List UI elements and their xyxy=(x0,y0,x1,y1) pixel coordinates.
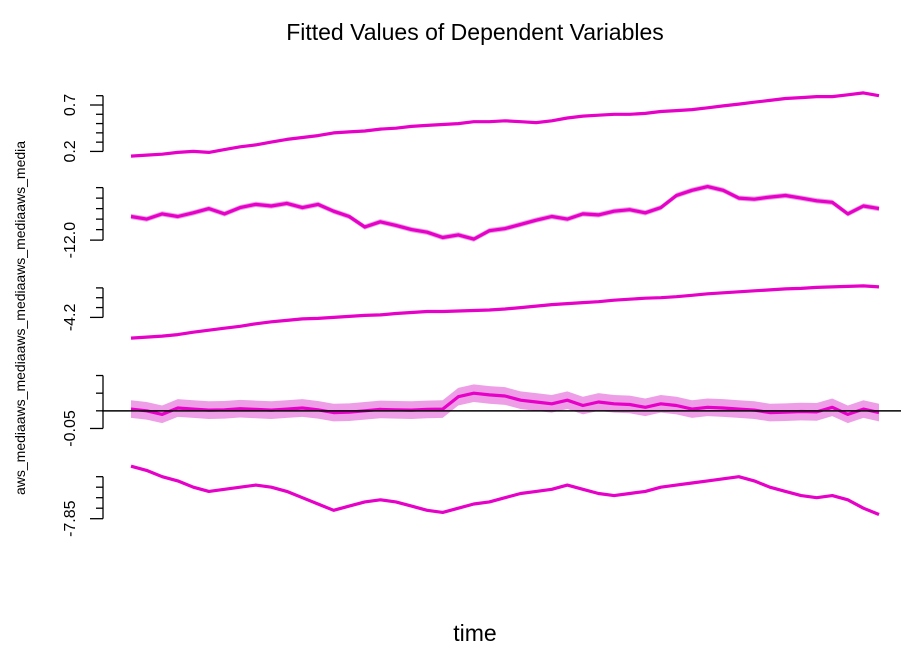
y-tick-label: -7.85 xyxy=(62,500,79,537)
panel-4: -0.05 xyxy=(62,374,901,447)
series-line xyxy=(130,185,880,241)
chart-title: Fitted Values of Dependent Variables xyxy=(286,19,664,45)
y-tick-label: -12.0 xyxy=(62,222,79,259)
series-line xyxy=(130,284,880,340)
panel-5: -7.85 xyxy=(62,464,880,537)
panel-3: -4.2 xyxy=(62,284,880,340)
y-axis-label: aws_mediaaws_mediaaws_mediaaws_mediaaws_… xyxy=(12,141,28,495)
x-axis-label: time xyxy=(453,620,496,646)
y-tick-label: 0.7 xyxy=(62,94,79,116)
panel-2: -12.0 xyxy=(62,183,880,259)
panels: 0.2 0.7 -12.0 -4.2 -0.05 -7.85 xyxy=(62,91,901,537)
y-tick-label: -0.05 xyxy=(62,410,79,447)
panel-1: 0.2 0.7 xyxy=(62,91,880,163)
y-tick-label: 0.2 xyxy=(62,140,79,162)
series-line xyxy=(130,91,880,158)
confidence-band xyxy=(131,384,879,424)
confidence-band xyxy=(131,183,879,242)
y-tick-label: -4.2 xyxy=(62,304,79,332)
series-line xyxy=(130,464,880,516)
